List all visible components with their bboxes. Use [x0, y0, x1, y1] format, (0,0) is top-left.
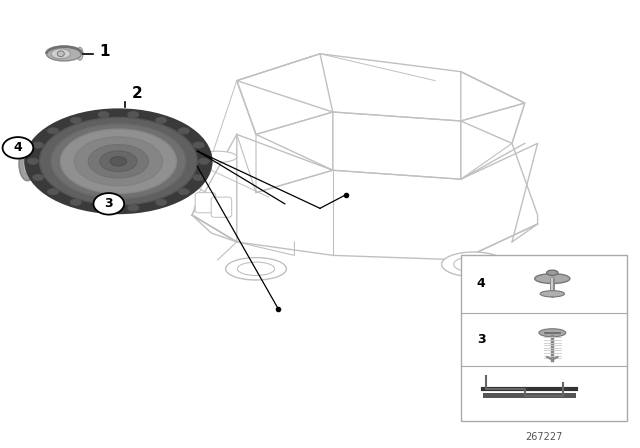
Ellipse shape: [98, 112, 109, 118]
Ellipse shape: [539, 329, 566, 337]
FancyBboxPatch shape: [195, 193, 216, 213]
Ellipse shape: [178, 189, 189, 195]
Text: 3: 3: [477, 333, 485, 346]
Ellipse shape: [51, 124, 186, 198]
Text: 1: 1: [99, 44, 109, 59]
Ellipse shape: [442, 252, 506, 277]
Ellipse shape: [127, 205, 139, 211]
Ellipse shape: [33, 174, 44, 181]
Ellipse shape: [193, 142, 204, 148]
Ellipse shape: [46, 47, 82, 61]
Text: 2: 2: [132, 86, 143, 101]
Ellipse shape: [28, 158, 38, 164]
Ellipse shape: [127, 112, 139, 118]
Text: 4: 4: [13, 141, 22, 155]
Ellipse shape: [156, 117, 166, 123]
Ellipse shape: [74, 137, 163, 186]
Ellipse shape: [198, 151, 237, 163]
Ellipse shape: [237, 262, 275, 276]
Ellipse shape: [534, 274, 570, 284]
FancyBboxPatch shape: [483, 393, 576, 398]
Circle shape: [93, 193, 124, 215]
Ellipse shape: [26, 110, 211, 213]
Ellipse shape: [454, 256, 493, 272]
Ellipse shape: [198, 158, 209, 164]
FancyBboxPatch shape: [211, 197, 232, 217]
Ellipse shape: [40, 117, 197, 205]
Text: 267227: 267227: [525, 432, 563, 442]
Ellipse shape: [100, 151, 137, 172]
Ellipse shape: [19, 147, 36, 181]
Ellipse shape: [23, 154, 32, 174]
Ellipse shape: [70, 117, 81, 123]
Ellipse shape: [70, 199, 81, 206]
Text: 4: 4: [477, 277, 486, 290]
Ellipse shape: [47, 189, 59, 195]
Ellipse shape: [226, 258, 287, 280]
Ellipse shape: [156, 199, 166, 206]
Ellipse shape: [98, 205, 109, 211]
Ellipse shape: [51, 49, 70, 59]
Ellipse shape: [540, 291, 564, 297]
Ellipse shape: [178, 128, 189, 134]
Ellipse shape: [47, 128, 59, 134]
Ellipse shape: [547, 270, 558, 276]
Circle shape: [3, 137, 33, 159]
Ellipse shape: [33, 142, 44, 148]
Text: 3: 3: [104, 197, 113, 211]
Ellipse shape: [193, 174, 204, 181]
Ellipse shape: [110, 157, 127, 166]
Ellipse shape: [58, 51, 64, 56]
Ellipse shape: [77, 47, 83, 60]
Ellipse shape: [88, 145, 148, 178]
FancyBboxPatch shape: [461, 255, 627, 421]
Ellipse shape: [60, 129, 177, 194]
